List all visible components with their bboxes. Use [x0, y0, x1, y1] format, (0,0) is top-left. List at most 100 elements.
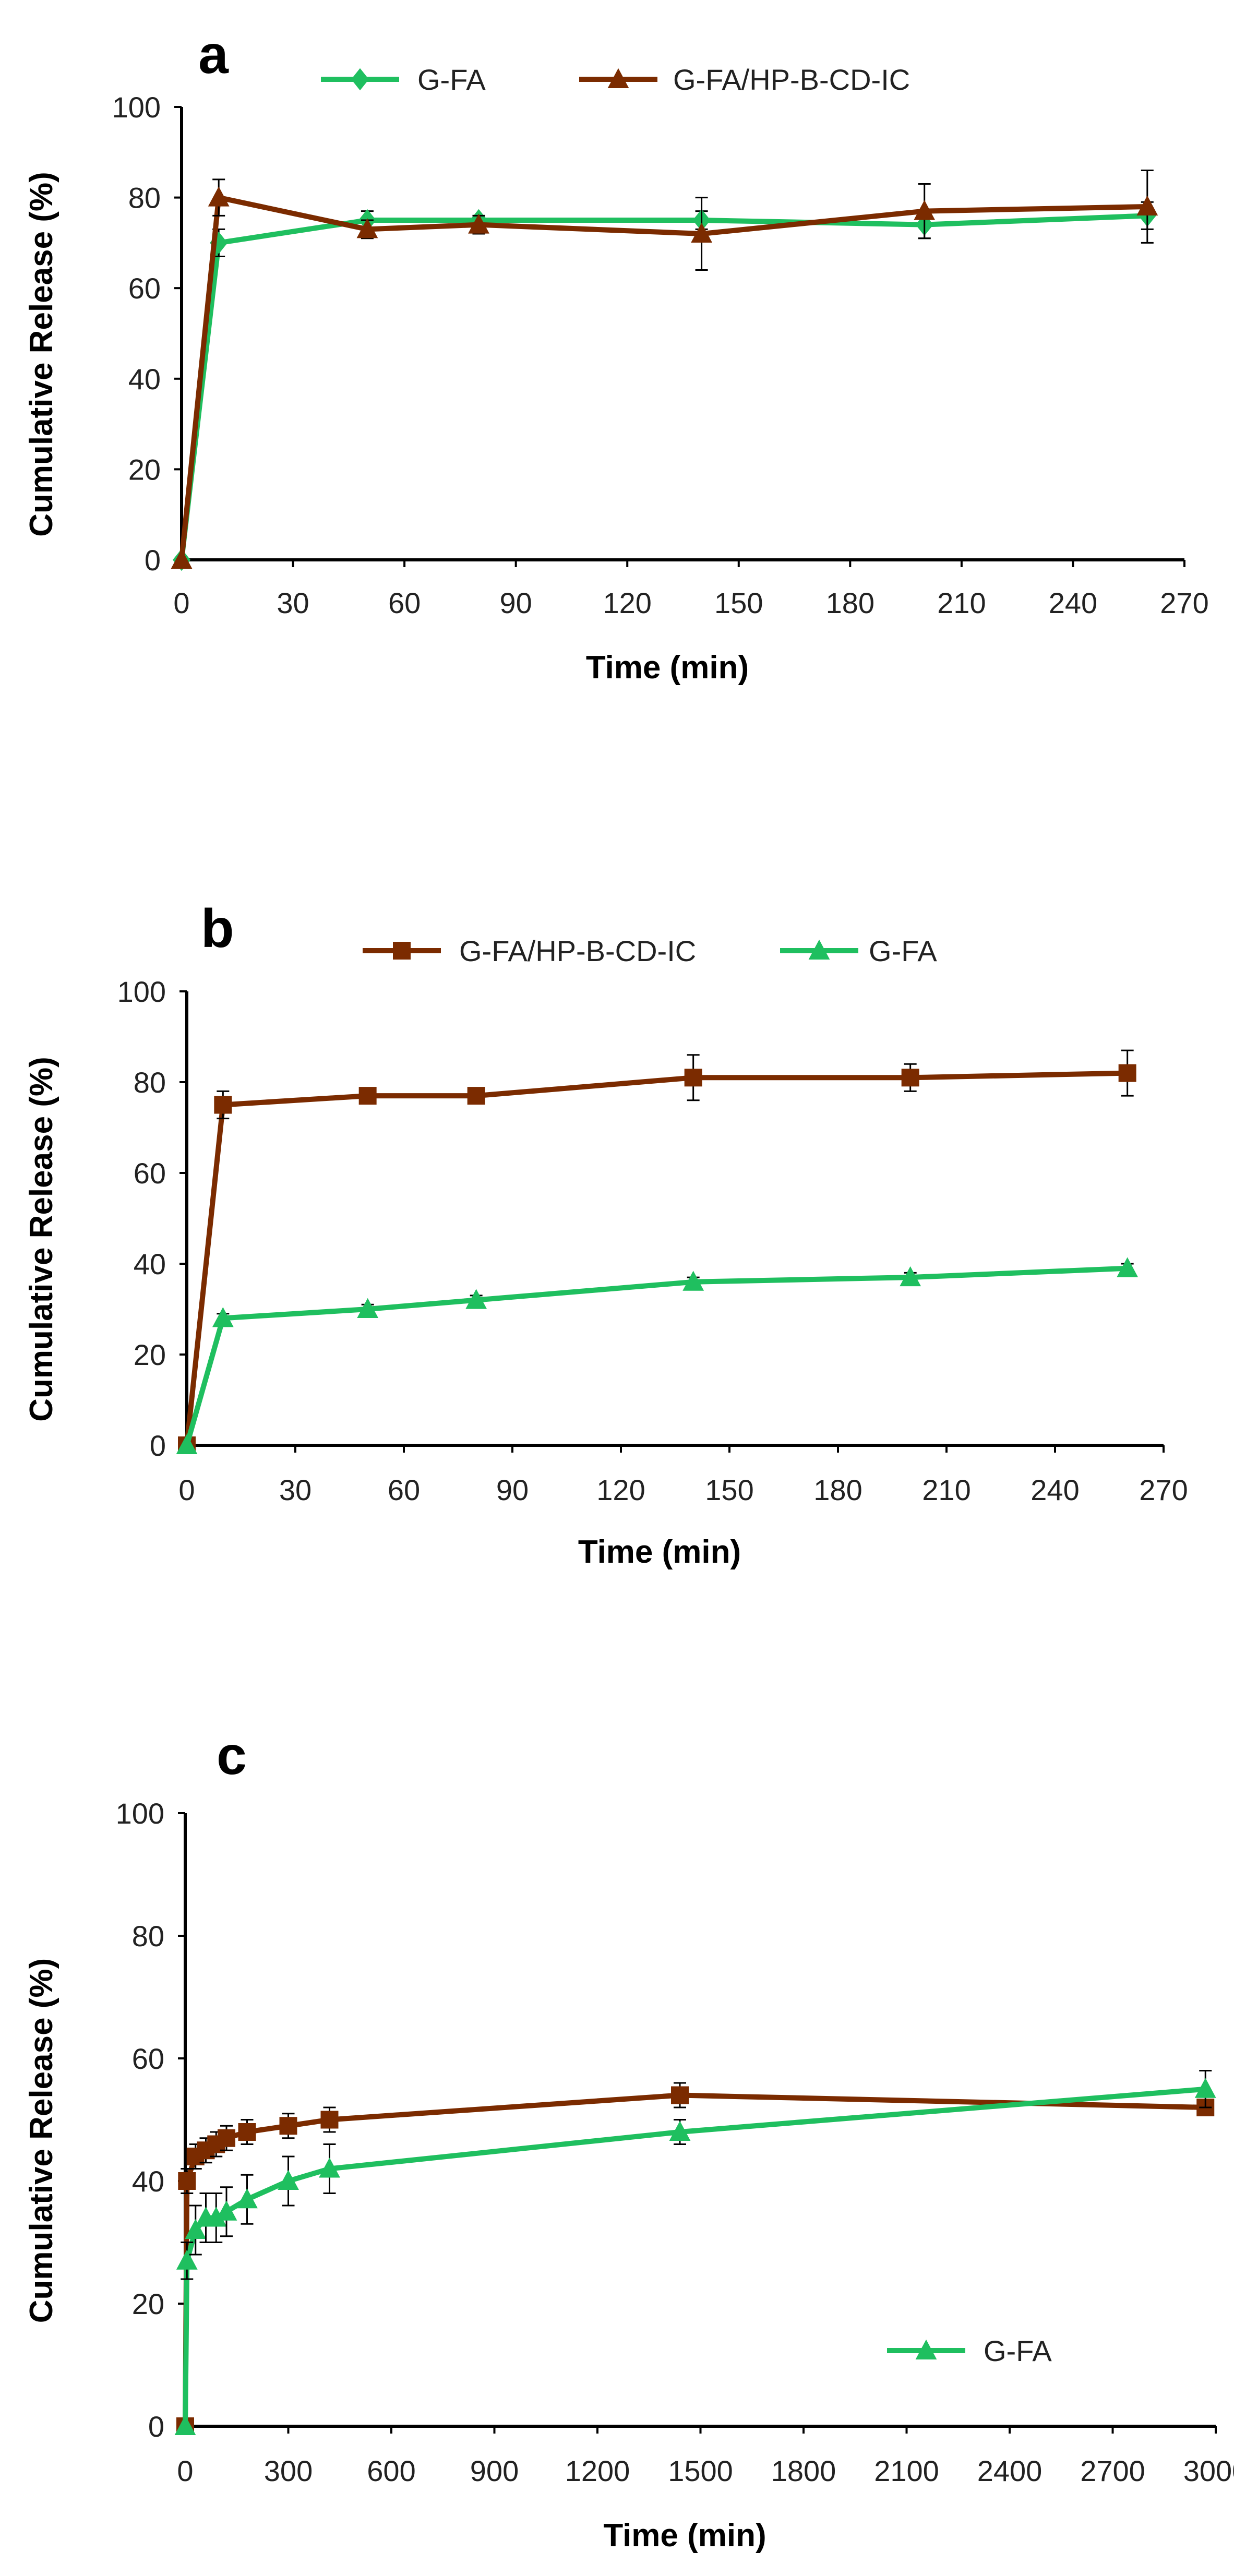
data-point [185, 2219, 207, 2239]
data-point [171, 548, 193, 569]
y-axis-title: Cumulative Release (%) [23, 172, 59, 536]
y-tick-label: 80 [128, 182, 161, 214]
x-tick-label: 2100 [874, 2454, 939, 2487]
data-point [205, 2207, 227, 2227]
x-tick-label: 600 [367, 2454, 415, 2487]
x-tick-label: 210 [922, 1473, 971, 1506]
y-tick-label: 20 [134, 1338, 166, 1371]
legend-label: G-FA [417, 63, 486, 96]
x-tick-label: 150 [714, 586, 763, 619]
x-tick-label: 270 [1160, 586, 1208, 619]
y-tick-label: 80 [134, 1066, 166, 1099]
legend-label: G-FA/HP-B-CD-IC [459, 934, 696, 967]
data-point [358, 1087, 377, 1105]
legend-marker [915, 2339, 937, 2359]
data-point [684, 1069, 702, 1087]
y-tick-label: 0 [145, 544, 161, 577]
x-tick-label: 2400 [977, 2454, 1043, 2487]
x-tick-label: 1500 [668, 2454, 733, 2487]
legend-marker [351, 68, 369, 91]
legend-marker [607, 68, 629, 88]
legend-label: G-FA [869, 934, 937, 967]
x-tick-label: 300 [264, 2454, 313, 2487]
data-point [279, 2117, 297, 2135]
data-point [901, 1069, 919, 1087]
panel-a: a 0 20 40 60 80 100 0 30 60 90 120 150 180 210 240 270 Ti… [23, 25, 1209, 686]
legend-item: G-FA [321, 63, 486, 96]
x-tick-label: 2700 [1080, 2454, 1145, 2487]
data-point [1136, 195, 1158, 215]
y-axis-title: Cumulative Release (%) [23, 1057, 59, 1421]
panel-letter-b: b [201, 898, 234, 959]
legend-item: G-FA [780, 934, 937, 967]
panel-c: c 0 20 40 60 80 100 0 300 600 900 1200 1500 1800 2100 2… [23, 1726, 1234, 2554]
data-point [178, 2172, 196, 2190]
data-point [174, 2415, 196, 2435]
x-tick-label: 150 [705, 1473, 753, 1506]
data-point [914, 200, 936, 220]
y-tick-label: 0 [150, 1429, 166, 1462]
data-point [319, 2158, 340, 2178]
y-tick-label: 100 [112, 91, 161, 124]
legend-item: G-FA/HP-B-CD-IC [363, 934, 696, 967]
x-tick-label: 210 [937, 586, 986, 619]
data-point [465, 1289, 487, 1309]
x-tick-label: 0 [178, 1473, 195, 1506]
y-tick-label: 40 [132, 2165, 164, 2198]
x-tick-label: 3000 [1183, 2454, 1234, 2487]
y-tick-label: 100 [117, 975, 166, 1008]
y-tick-label: 80 [132, 1920, 164, 1952]
legend-label: G-FA/HP-B-CD-IC [673, 63, 910, 96]
y-tick-label: 60 [134, 1157, 166, 1190]
legend-marker [393, 942, 411, 960]
data-point [236, 2188, 258, 2209]
x-tick-label: 240 [1049, 586, 1097, 619]
x-axis-title: Time (min) [603, 2518, 766, 2554]
data-point [356, 218, 378, 238]
data-point [214, 1096, 232, 1114]
series-1 [176, 1257, 1139, 1454]
data-point [320, 2111, 339, 2129]
x-tick-label: 180 [813, 1473, 862, 1506]
x-tick-label: 180 [826, 586, 874, 619]
x-tick-label: 1800 [771, 2454, 836, 2487]
x-tick-label: 1200 [565, 2454, 630, 2487]
data-point [671, 2086, 689, 2104]
y-tick-label: 60 [128, 272, 161, 305]
data-point [215, 2200, 237, 2221]
legend-label: G-FA [984, 2334, 1052, 2367]
y-tick-label: 60 [132, 2042, 164, 2075]
data-point [467, 1087, 485, 1105]
series-1 [171, 170, 1158, 569]
panel-b: b 0 20 40 60 80 100 0 30 60 90 120 150 180 210 240 270 Ti… [23, 898, 1188, 1570]
data-point [1118, 1064, 1136, 1082]
series-0 [178, 1049, 1136, 1454]
x-tick-label: 900 [470, 2454, 519, 2487]
legend-marker [808, 939, 830, 960]
data-point [278, 2170, 299, 2190]
data-point [212, 1307, 234, 1327]
y-tick-label: 40 [128, 363, 161, 396]
panel-letter-a: a [198, 25, 229, 85]
data-point [357, 1298, 379, 1318]
data-point [682, 1271, 704, 1291]
y-tick-label: 100 [116, 1797, 164, 1830]
series-0 [176, 2082, 1215, 2435]
legend-item: G-FA [887, 2334, 1052, 2367]
x-axis-title: Time (min) [586, 650, 749, 686]
x-tick-label: 60 [388, 586, 421, 619]
x-tick-label: 90 [496, 1473, 529, 1506]
x-tick-label: 60 [388, 1473, 420, 1506]
data-point [691, 222, 712, 243]
y-tick-label: 20 [128, 453, 161, 486]
data-point [176, 2249, 198, 2270]
data-point [218, 2129, 235, 2147]
x-tick-label: 30 [279, 1473, 312, 1506]
data-point [669, 2120, 691, 2141]
x-tick-label: 240 [1031, 1473, 1079, 1506]
y-tick-label: 20 [132, 2287, 164, 2320]
data-point [900, 1266, 921, 1287]
data-point [468, 213, 489, 234]
x-tick-label: 30 [277, 586, 309, 619]
